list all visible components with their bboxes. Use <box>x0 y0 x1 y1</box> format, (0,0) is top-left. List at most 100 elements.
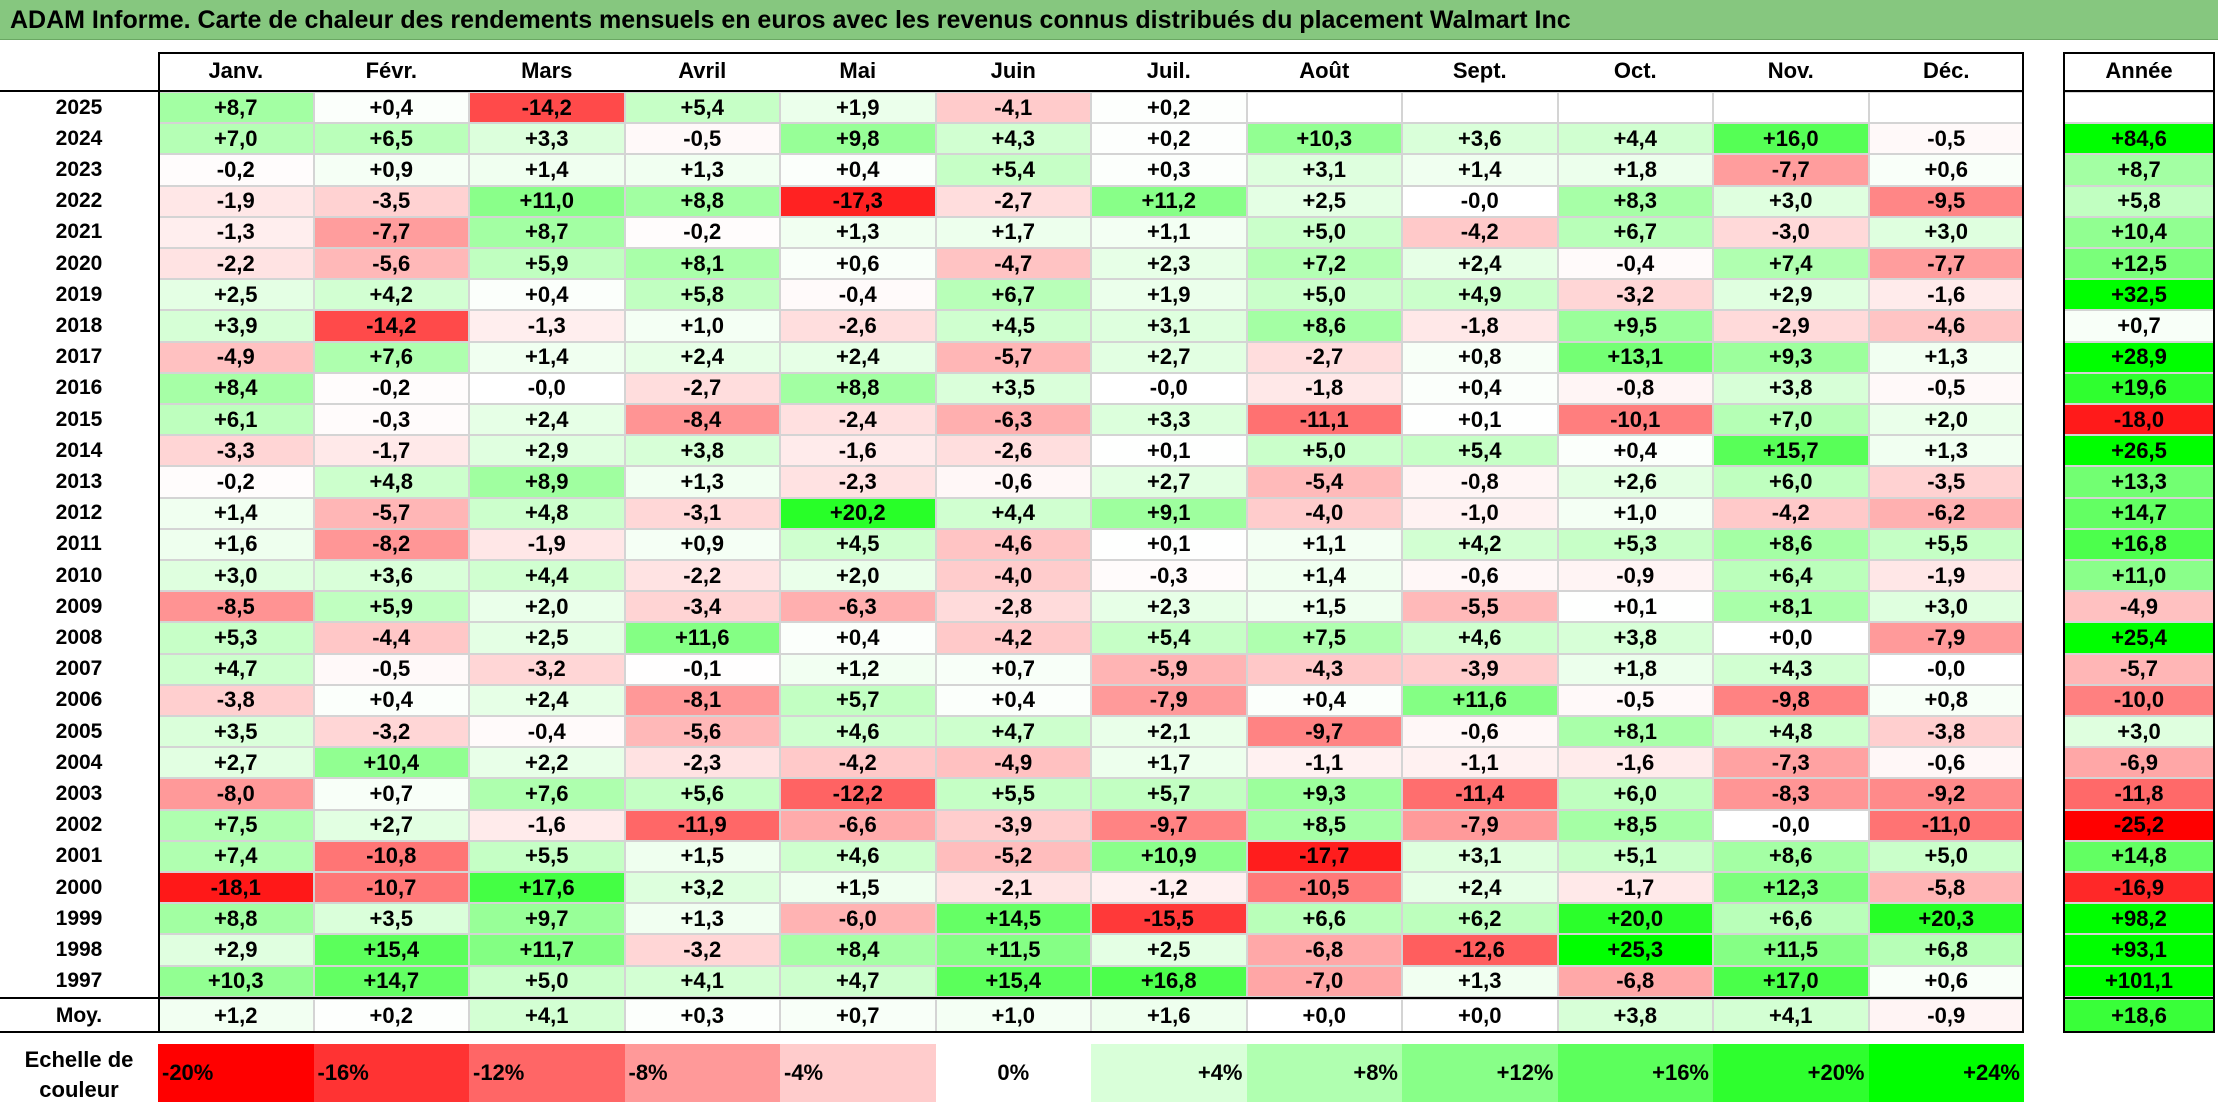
row-label: 2019 <box>55 282 103 306</box>
year-column-header: Année <box>2105 58 2173 83</box>
heatmap-cell: -3,0 <box>1713 216 1869 248</box>
heatmap-cell: +4,7 <box>780 965 936 997</box>
year-total-cell: +32,5 <box>2063 279 2215 311</box>
heatmap-cell: +1,2 <box>780 653 936 685</box>
heatmap-cell: +3,0 <box>1868 216 2024 248</box>
heatmap-cell: +15,7 <box>1713 435 1869 467</box>
heatmap-cell: +2,7 <box>313 809 469 841</box>
heatmap-cell: -4,0 <box>935 560 1091 592</box>
average-cell: +1,2 <box>158 998 314 1033</box>
heatmap-cell: +7,4 <box>158 840 314 872</box>
heatmap-cell: +3,3 <box>469 123 625 155</box>
year-total-cell: -25,2 <box>2063 809 2215 841</box>
heatmap-cell: +8,7 <box>469 216 625 248</box>
row-label: 2024 <box>55 126 103 150</box>
heatmap-cell: -0,1 <box>624 653 780 685</box>
heatmap-cell: +2,3 <box>1091 248 1247 280</box>
heatmap-cell: -2,1 <box>935 872 1091 904</box>
heatmap-cell: -6,3 <box>935 404 1091 436</box>
heatmap-cell: -2,7 <box>1246 341 1402 373</box>
heatmap-cell: +2,9 <box>1713 279 1869 311</box>
heatmap-cell: -4,0 <box>1246 497 1402 529</box>
heatmap-cell: +5,0 <box>1246 216 1402 248</box>
year-total-cell: +93,1 <box>2063 934 2215 966</box>
heatmap-cell: +1,3 <box>624 903 780 935</box>
heatmap-cell: -1,2 <box>1091 872 1247 904</box>
heatmap-cell <box>1246 92 1402 124</box>
heatmap-cell: +0,7 <box>935 653 1091 685</box>
heatmap-cell: +9,1 <box>1091 497 1247 529</box>
heatmap-cell: +2,5 <box>1091 934 1247 966</box>
heatmap-cell: +5,4 <box>935 154 1091 186</box>
heatmap-cell: -0,6 <box>935 466 1091 498</box>
heatmap-cell: +0,6 <box>1868 154 2024 186</box>
heatmap-cell: +9,3 <box>1713 341 1869 373</box>
heatmap-cell: -8,4 <box>624 404 780 436</box>
heatmap-cell: +1,3 <box>1868 341 2024 373</box>
average-cell: +0,0 <box>1402 998 1558 1033</box>
heatmap-cell: -0,2 <box>313 372 469 404</box>
heatmap-cell: +2,4 <box>624 341 780 373</box>
heatmap-cell: +4,2 <box>313 279 469 311</box>
heatmap-cell: +4,4 <box>1557 123 1713 155</box>
year-total-cell: -4,9 <box>2063 591 2215 623</box>
row-label: 2004 <box>55 750 103 774</box>
heatmap-cell: +0,0 <box>1713 622 1869 654</box>
heatmap-cell: -2,2 <box>624 560 780 592</box>
heatmap-cell: -1,0 <box>1402 497 1558 529</box>
year-total-cell: +8,7 <box>2063 154 2215 186</box>
heatmap-cell: +0,1 <box>1557 591 1713 623</box>
heatmap-cell: +4,6 <box>1402 622 1558 654</box>
heatmap-cell: -9,7 <box>1091 809 1247 841</box>
heatmap-cell: +20,2 <box>780 497 936 529</box>
heatmap-cell: +17,6 <box>469 872 625 904</box>
heatmap-cell: -1,6 <box>469 809 625 841</box>
heatmap-cell: +8,8 <box>780 372 936 404</box>
heatmap-cell: +6,2 <box>1402 903 1558 935</box>
heatmap-cell: +20,0 <box>1557 903 1713 935</box>
heatmap-cell: -0,5 <box>313 653 469 685</box>
heatmap-cell: -3,2 <box>624 934 780 966</box>
average-cell: +0,3 <box>624 998 780 1033</box>
year-total-cell: +19,6 <box>2063 372 2215 404</box>
heatmap-cell: -9,8 <box>1713 684 1869 716</box>
heatmap-cell: -7,9 <box>1091 684 1247 716</box>
heatmap-cell: +3,0 <box>1868 591 2024 623</box>
heatmap-cell: +2,7 <box>1091 341 1247 373</box>
heatmap-cell: -12,6 <box>1402 934 1558 966</box>
column-header: Mai <box>839 58 877 83</box>
heatmap-cell: -7,3 <box>1713 747 1869 779</box>
heatmap-cell: -5,9 <box>1091 653 1247 685</box>
heatmap-cell: -1,7 <box>1557 872 1713 904</box>
heatmap-cell: +8,4 <box>780 934 936 966</box>
heatmap-cell: +9,8 <box>780 123 936 155</box>
heatmap-cell: -6,0 <box>780 903 936 935</box>
heatmap-cell: +0,4 <box>313 684 469 716</box>
heatmap-cell: +1,8 <box>1557 653 1713 685</box>
color-scale-stop: -8% <box>624 1044 780 1102</box>
average-cell: +4,1 <box>469 998 625 1033</box>
heatmap-cell: +16,0 <box>1713 123 1869 155</box>
heatmap-cell: -2,6 <box>780 310 936 342</box>
year-total-cell: +26,5 <box>2063 435 2215 467</box>
title-bar: ADAM Informe. Carte de chaleur des rende… <box>0 0 2218 40</box>
year-total-cell: -16,9 <box>2063 872 2215 904</box>
heatmap-cell: -3,8 <box>158 684 314 716</box>
heatmap-cell: -11,1 <box>1246 404 1402 436</box>
heatmap-cell: +0,1 <box>1091 528 1247 560</box>
heatmap-cell: +25,3 <box>1557 934 1713 966</box>
heatmap-cell: +5,5 <box>935 778 1091 810</box>
heatmap-cell: -1,1 <box>1402 747 1558 779</box>
column-header: Janv. <box>208 58 264 83</box>
color-scale-stop: +12% <box>1402 1044 1558 1102</box>
column-header: Oct. <box>1613 58 1657 83</box>
heatmap-cell: +8,3 <box>1557 185 1713 217</box>
heatmap-cell: +2,5 <box>1246 185 1402 217</box>
heatmap-cell: -0,0 <box>1713 809 1869 841</box>
heatmap-cell: -6,6 <box>780 809 936 841</box>
heatmap-cell: -1,3 <box>158 216 314 248</box>
heatmap-cell <box>1713 92 1869 124</box>
row-label: 2010 <box>55 563 103 587</box>
heatmap-cell: -7,7 <box>1868 248 2024 280</box>
heatmap-cell: +6,0 <box>1713 466 1869 498</box>
